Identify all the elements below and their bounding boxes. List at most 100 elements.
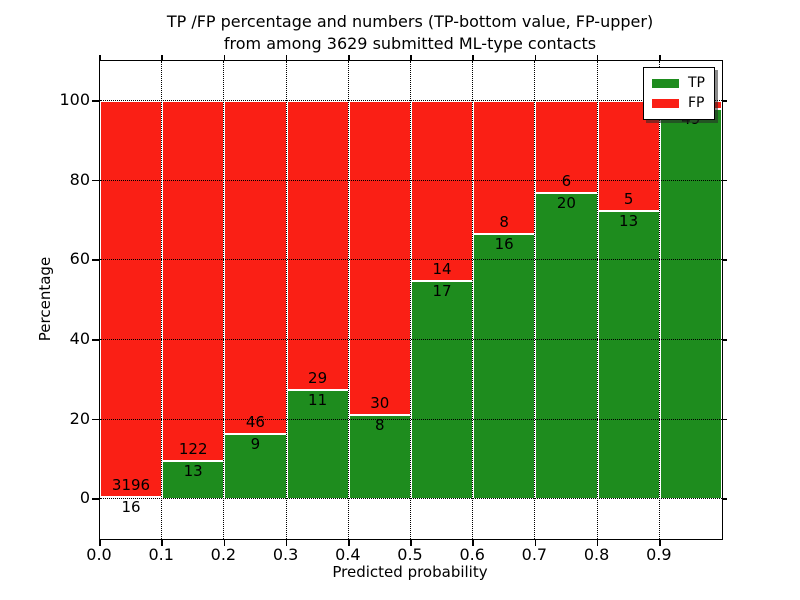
fp-count-label: 8: [499, 212, 509, 231]
fp-bar-segment: [162, 100, 225, 461]
y-tick-left: [91, 339, 99, 341]
y-tick-left: [91, 418, 99, 421]
y-gridline: [100, 498, 722, 500]
legend-entry-tp: TP: [652, 73, 705, 93]
x-tick-top: [223, 54, 226, 60]
fp-count-label: 6: [561, 171, 572, 190]
x-tick-top: [410, 54, 412, 60]
x-tick-label: 0.3: [272, 545, 299, 564]
x-tick-label: 0.0: [86, 545, 112, 564]
fp-count-label: 3196: [111, 476, 151, 495]
x-tick-label: 0.4: [335, 545, 361, 564]
legend: TP FP: [643, 67, 715, 120]
y-tick-left: [91, 259, 99, 261]
x-tick-bottom: [596, 539, 599, 546]
tp-bar-segment: [659, 108, 722, 500]
x-tick-label: 0.2: [210, 545, 237, 564]
x-tick-label: 0.9: [646, 545, 672, 564]
tp-bar-segment: [348, 415, 411, 500]
chart-title: TP /FP percentage and numbers (TP-bottom…: [99, 11, 721, 55]
x-tick-bottom: [472, 539, 474, 546]
fp-count-label: 5: [623, 190, 634, 209]
y-tick-label: 80: [69, 169, 90, 189]
x-tick-bottom: [223, 539, 226, 546]
x-tick-bottom: [410, 539, 412, 546]
x-gridline: [223, 61, 225, 539]
x-tick-label: 0.6: [459, 545, 485, 564]
chart-title-line2: from among 3629 submitted ML-type contac…: [223, 34, 597, 53]
x-tick-bottom: [161, 539, 163, 546]
plot-area: 319616122134692911308141781662051349 TP …: [91, 54, 727, 546]
chart-title-line1: TP /FP percentage and numbers (TP-bottom…: [166, 12, 654, 31]
x-tick-bottom: [99, 539, 101, 546]
y-gridline: [100, 418, 722, 420]
y-axis-label: Percentage: [36, 256, 54, 342]
y-tick-right: [722, 100, 727, 102]
y-tick-left: [91, 179, 99, 182]
y-tick-right: [722, 418, 727, 421]
y-tick-left: [91, 498, 99, 500]
tp-count-label: 16: [494, 234, 514, 253]
x-gridline: [658, 61, 660, 539]
x-gridline: [161, 61, 163, 539]
fp-count-label: 30: [370, 394, 390, 413]
tp-count-label: 13: [619, 212, 639, 231]
y-tick-right: [722, 259, 727, 261]
x-tick-bottom: [534, 539, 537, 546]
x-axis-label: Predicted probability: [332, 563, 488, 581]
fp-bar-segment: [224, 100, 287, 434]
y-tick-right: [722, 179, 727, 182]
x-gridline: [410, 61, 411, 539]
tp-bar-segment: [411, 280, 474, 500]
x-tick-label: 0.8: [583, 545, 610, 564]
tp-count-label: 9: [250, 434, 261, 453]
x-tick-top: [285, 54, 288, 60]
y-tick-label: 20: [69, 408, 90, 428]
fp-color-swatch: [652, 98, 679, 108]
y-tick-left: [91, 100, 99, 102]
x-tick-top: [348, 54, 350, 60]
tp-bar-segment: [286, 389, 349, 500]
fp-count-label: 14: [432, 259, 452, 278]
tp-color-swatch: [652, 78, 679, 88]
y-tick-label: 100: [59, 89, 90, 109]
x-tick-top: [472, 54, 474, 60]
x-tick-top: [161, 54, 163, 60]
x-gridline: [347, 61, 349, 539]
y-gridline: [100, 99, 722, 101]
y-tick-right: [722, 498, 727, 500]
x-gridline: [285, 61, 287, 539]
x-tick-top: [99, 54, 101, 60]
legend-entry-fp: FP: [652, 93, 705, 113]
x-tick-bottom: [659, 539, 661, 546]
fp-count-label: 122: [178, 439, 208, 458]
tp-bar-segment: [473, 233, 536, 500]
fp-bar-segment: [535, 100, 598, 193]
tp-count-label: 13: [183, 461, 203, 480]
tp-count-label: 8: [375, 416, 385, 435]
fp-bar-segment: [100, 100, 163, 498]
x-tick-label: 0.7: [521, 545, 548, 564]
fp-count-label: 46: [245, 412, 265, 431]
x-gridline: [596, 61, 598, 539]
x-tick-bottom: [285, 539, 288, 546]
fp-bar-segment: [473, 100, 536, 234]
y-tick-right: [722, 339, 727, 341]
y-tick-label: 40: [69, 328, 90, 348]
legend-label-tp: TP: [688, 75, 705, 91]
tp-bar-segment: [535, 192, 598, 500]
fp-bar-segment: [286, 100, 349, 390]
tp-count-label: 17: [432, 281, 452, 300]
x-tick-top: [596, 54, 599, 60]
tp-count-label: 16: [121, 498, 141, 517]
y-tick-label: 0: [79, 488, 90, 508]
x-tick-top: [534, 54, 537, 60]
x-tick-label: 0.1: [148, 545, 174, 564]
fp-bar-segment: [411, 100, 474, 281]
x-tick-label: 0.5: [397, 545, 423, 564]
x-tick-bottom: [348, 539, 350, 546]
y-gridline: [100, 338, 722, 340]
x-gridline: [472, 61, 474, 539]
fp-bar-segment: [348, 100, 411, 416]
